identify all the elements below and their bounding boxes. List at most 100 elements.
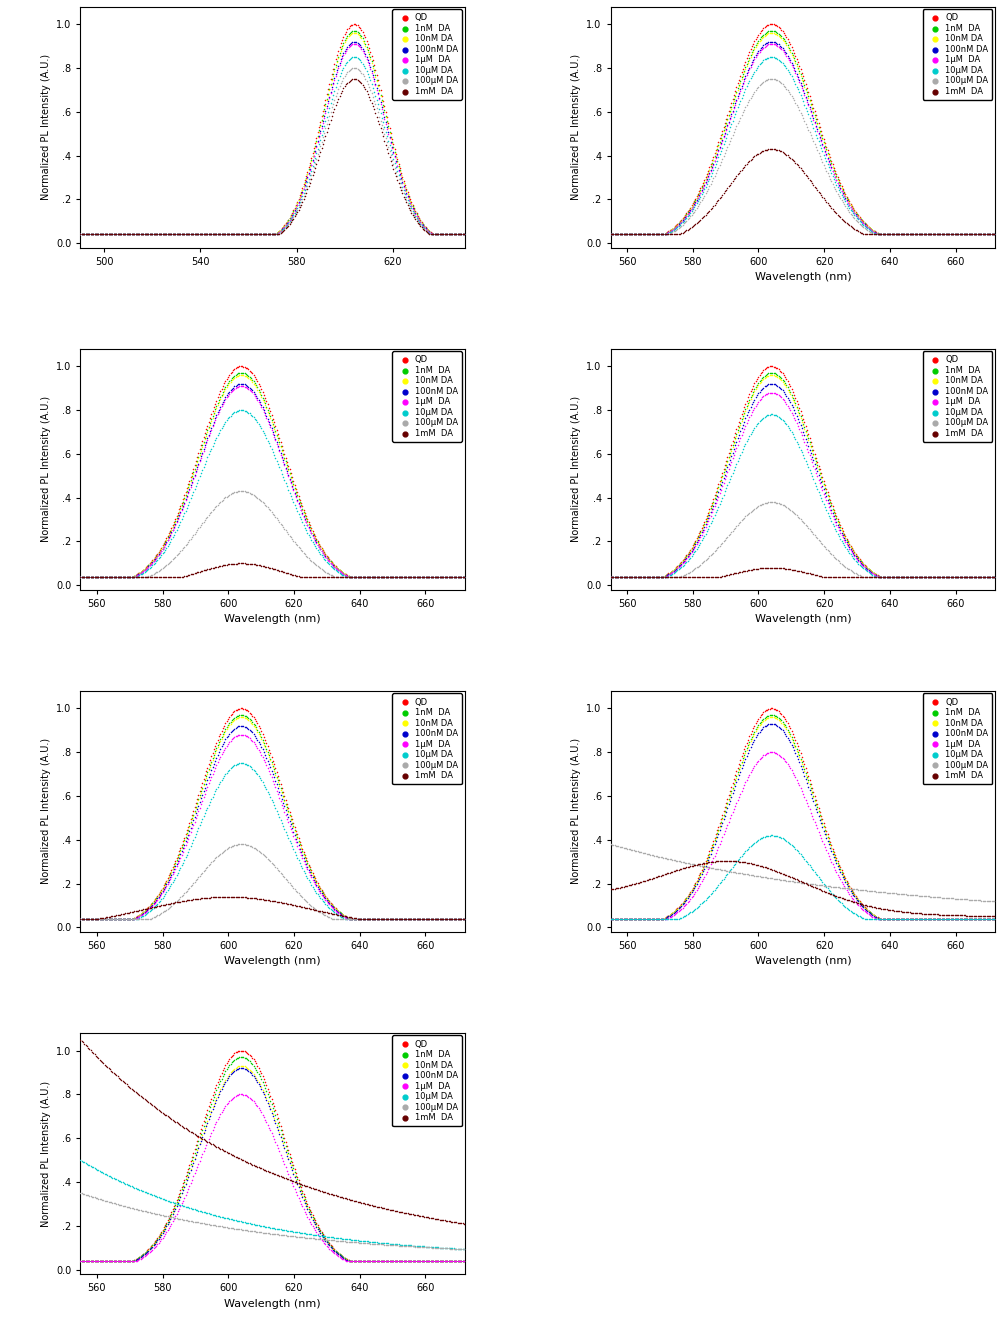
- Point: [823, 544, 839, 565]
- Point: [742, 426, 758, 447]
- Point: [951, 224, 967, 245]
- Point: [842, 560, 858, 581]
- Point: [965, 908, 981, 929]
- Point: [263, 224, 279, 245]
- Point: [388, 166, 404, 187]
- Point: [692, 565, 709, 587]
- Point: [972, 565, 988, 587]
- Point: [798, 561, 814, 583]
- Point: [906, 908, 922, 929]
- Point: [182, 1210, 198, 1231]
- Point: [947, 908, 963, 929]
- Point: [979, 565, 995, 587]
- Point: [713, 134, 729, 155]
- Point: [257, 735, 273, 756]
- Point: [275, 450, 291, 471]
- Point: [451, 224, 467, 245]
- Point: [234, 362, 250, 384]
- Point: [828, 170, 844, 191]
- Point: [291, 506, 308, 527]
- Point: [860, 901, 876, 922]
- Point: [757, 358, 773, 380]
- Point: [109, 224, 125, 245]
- Point: [394, 565, 410, 587]
- Point: [162, 869, 178, 890]
- Point: [647, 565, 663, 587]
- Point: [637, 565, 653, 587]
- Point: [75, 908, 91, 929]
- Point: [784, 386, 800, 407]
- Point: [194, 224, 210, 245]
- Point: [761, 405, 777, 426]
- Point: [141, 556, 157, 577]
- Point: [958, 889, 974, 910]
- Point: [665, 902, 681, 924]
- Point: [373, 565, 389, 587]
- Point: [134, 560, 150, 581]
- Point: [691, 867, 708, 888]
- Point: [341, 908, 357, 929]
- Point: [868, 564, 884, 585]
- Point: [159, 1221, 175, 1242]
- Point: [299, 853, 316, 874]
- Point: [134, 1245, 150, 1266]
- Point: [206, 1093, 222, 1115]
- Point: [72, 908, 88, 929]
- Point: [643, 868, 659, 889]
- Point: [354, 1250, 370, 1271]
- Point: [923, 565, 939, 587]
- Point: [710, 490, 726, 511]
- Point: [803, 778, 819, 799]
- Point: [231, 1084, 247, 1105]
- Point: [821, 147, 837, 169]
- Point: [943, 908, 959, 929]
- Point: [256, 422, 272, 443]
- Point: [289, 195, 306, 216]
- Point: [845, 544, 861, 565]
- Point: [944, 888, 960, 909]
- Point: [133, 908, 149, 929]
- Point: [757, 368, 773, 389]
- Point: [967, 565, 983, 587]
- Point: [900, 565, 917, 587]
- Point: [893, 224, 910, 245]
- Point: [175, 491, 191, 512]
- Point: [893, 565, 910, 587]
- Point: [201, 224, 217, 245]
- Point: [798, 415, 814, 437]
- Point: [204, 747, 220, 768]
- Point: [777, 391, 793, 413]
- Point: [354, 908, 370, 929]
- Point: [791, 402, 807, 423]
- Point: [298, 849, 315, 871]
- Point: [270, 222, 286, 243]
- Point: [267, 429, 283, 450]
- Point: [116, 1072, 132, 1093]
- Point: [747, 38, 763, 60]
- Point: [700, 852, 717, 873]
- Point: [102, 908, 118, 929]
- Point: [735, 158, 751, 179]
- Point: [100, 908, 117, 929]
- Point: [629, 908, 645, 929]
- Point: [87, 565, 104, 587]
- Point: [758, 867, 774, 888]
- Point: [298, 1176, 315, 1197]
- Point: [319, 561, 335, 583]
- Point: [332, 36, 348, 57]
- Point: [144, 224, 160, 245]
- Point: [938, 908, 954, 929]
- Point: [397, 565, 413, 587]
- Point: [438, 565, 454, 587]
- Point: [924, 565, 940, 587]
- Point: [141, 1182, 157, 1204]
- Point: [202, 224, 218, 245]
- Point: [393, 565, 409, 587]
- Point: [178, 224, 194, 245]
- Point: [911, 224, 927, 245]
- Point: [958, 565, 974, 587]
- Point: [807, 459, 823, 480]
- Point: [286, 828, 303, 849]
- Point: [793, 439, 809, 460]
- Point: [371, 1250, 387, 1271]
